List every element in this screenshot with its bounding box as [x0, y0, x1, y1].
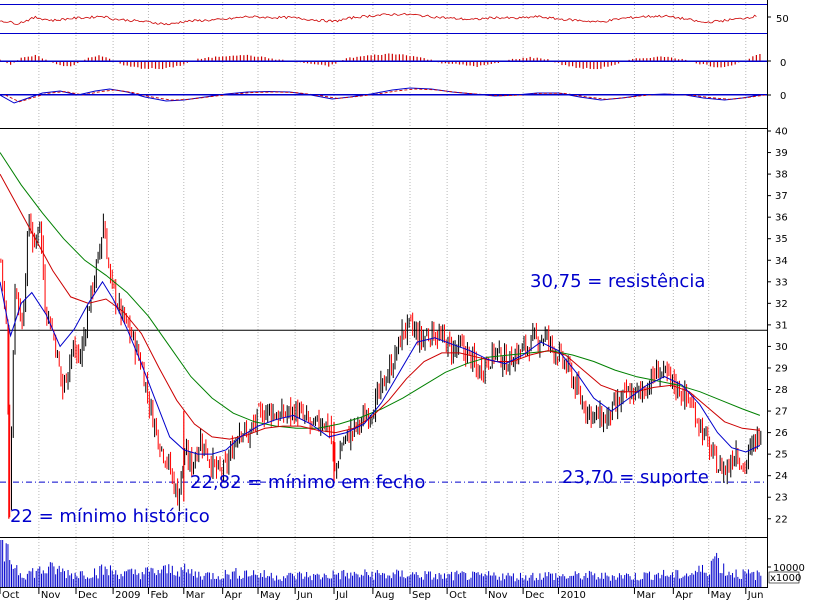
month-label: Nov — [41, 590, 61, 601]
resistance-annotation: 30,75 = resistência — [530, 271, 705, 292]
rsi-tick-label: 50 — [776, 14, 789, 25]
price-tick-label: 40 — [775, 127, 788, 138]
price-tick-label: 24 — [775, 471, 788, 482]
moving-average-mid — [0, 173, 760, 440]
month-label: May — [711, 590, 732, 601]
price-tick-label: 35 — [775, 234, 788, 245]
price-panel — [0, 152, 767, 519]
moving-average-fast — [0, 280, 761, 455]
month-label: Oct — [449, 590, 466, 601]
macd-line — [0, 87, 760, 104]
macd-panel — [0, 87, 767, 104]
month-label: Nov — [488, 590, 508, 601]
volume-unit-box — [768, 571, 800, 584]
month-label: Dec — [525, 590, 544, 601]
moving-average-slow — [0, 152, 761, 429]
price-tick-label: 31 — [775, 320, 788, 331]
price-tick-label: 33 — [775, 277, 788, 288]
month-label: Apr — [225, 590, 243, 601]
month-label: Mar — [636, 590, 656, 601]
closing-low-annotation: 22,82 = mínimo em fecho — [190, 472, 425, 493]
price-tick-label: 29 — [775, 363, 788, 374]
price-tick-label: 38 — [775, 170, 788, 181]
volume-panel — [0, 540, 762, 587]
price-tick-label: 23 — [775, 493, 788, 504]
price-tick-label: 39 — [775, 148, 788, 159]
price-tick-label: 32 — [775, 299, 788, 310]
panel-frames — [0, 0, 771, 588]
month-label: 2009 — [115, 590, 140, 601]
month-label: Apr — [675, 590, 693, 601]
month-label: Jul — [335, 590, 348, 601]
macd-hist-tick-label: 0 — [780, 58, 786, 69]
price-tick-label: 37 — [775, 191, 788, 202]
price-tick-label: 34 — [775, 256, 788, 267]
month-label: Aug — [375, 590, 395, 601]
month-label: May — [260, 590, 281, 601]
price-tick-label: 22 — [775, 514, 788, 525]
macd-signal-line — [5, 88, 766, 103]
all-time-low-annotation: 22 = mínimo histórico — [10, 506, 210, 527]
price-tick-label: 26 — [775, 428, 788, 439]
volume-tick-label: 10000 — [773, 563, 805, 574]
price-tick-label: 25 — [775, 450, 788, 461]
price-tick-label: 30 — [775, 342, 788, 353]
month-label: Feb — [150, 590, 168, 601]
volume-unit-label: x1000 — [770, 573, 801, 584]
month-label: Jun — [296, 590, 313, 601]
rsi-line — [0, 12, 757, 26]
rsi-panel — [0, 12, 757, 26]
month-label: Mar — [186, 590, 206, 601]
support-annotation: 23,70 = suporte — [562, 467, 709, 488]
price-tick-label: 36 — [775, 213, 788, 224]
month-label: Jun — [747, 590, 764, 601]
month-label: Dec — [78, 590, 97, 601]
month-axis: Oct Nov Dec 2009 Feb Mar Apr May Jun Jul Aug Sep Oct… — [0, 588, 763, 601]
macd-tick-label: 0 — [780, 91, 786, 102]
price-tick-label: 28 — [775, 385, 788, 396]
price-tick-label: 27 — [775, 407, 788, 418]
price-axis: 22 23 24 25 26 27 28 29 30 31 32 33 34 35 36 37 38 39 40 — [767, 127, 788, 525]
month-label: Oct — [2, 590, 19, 601]
month-label: Sep — [412, 590, 431, 601]
month-label: 2010 — [560, 590, 585, 601]
